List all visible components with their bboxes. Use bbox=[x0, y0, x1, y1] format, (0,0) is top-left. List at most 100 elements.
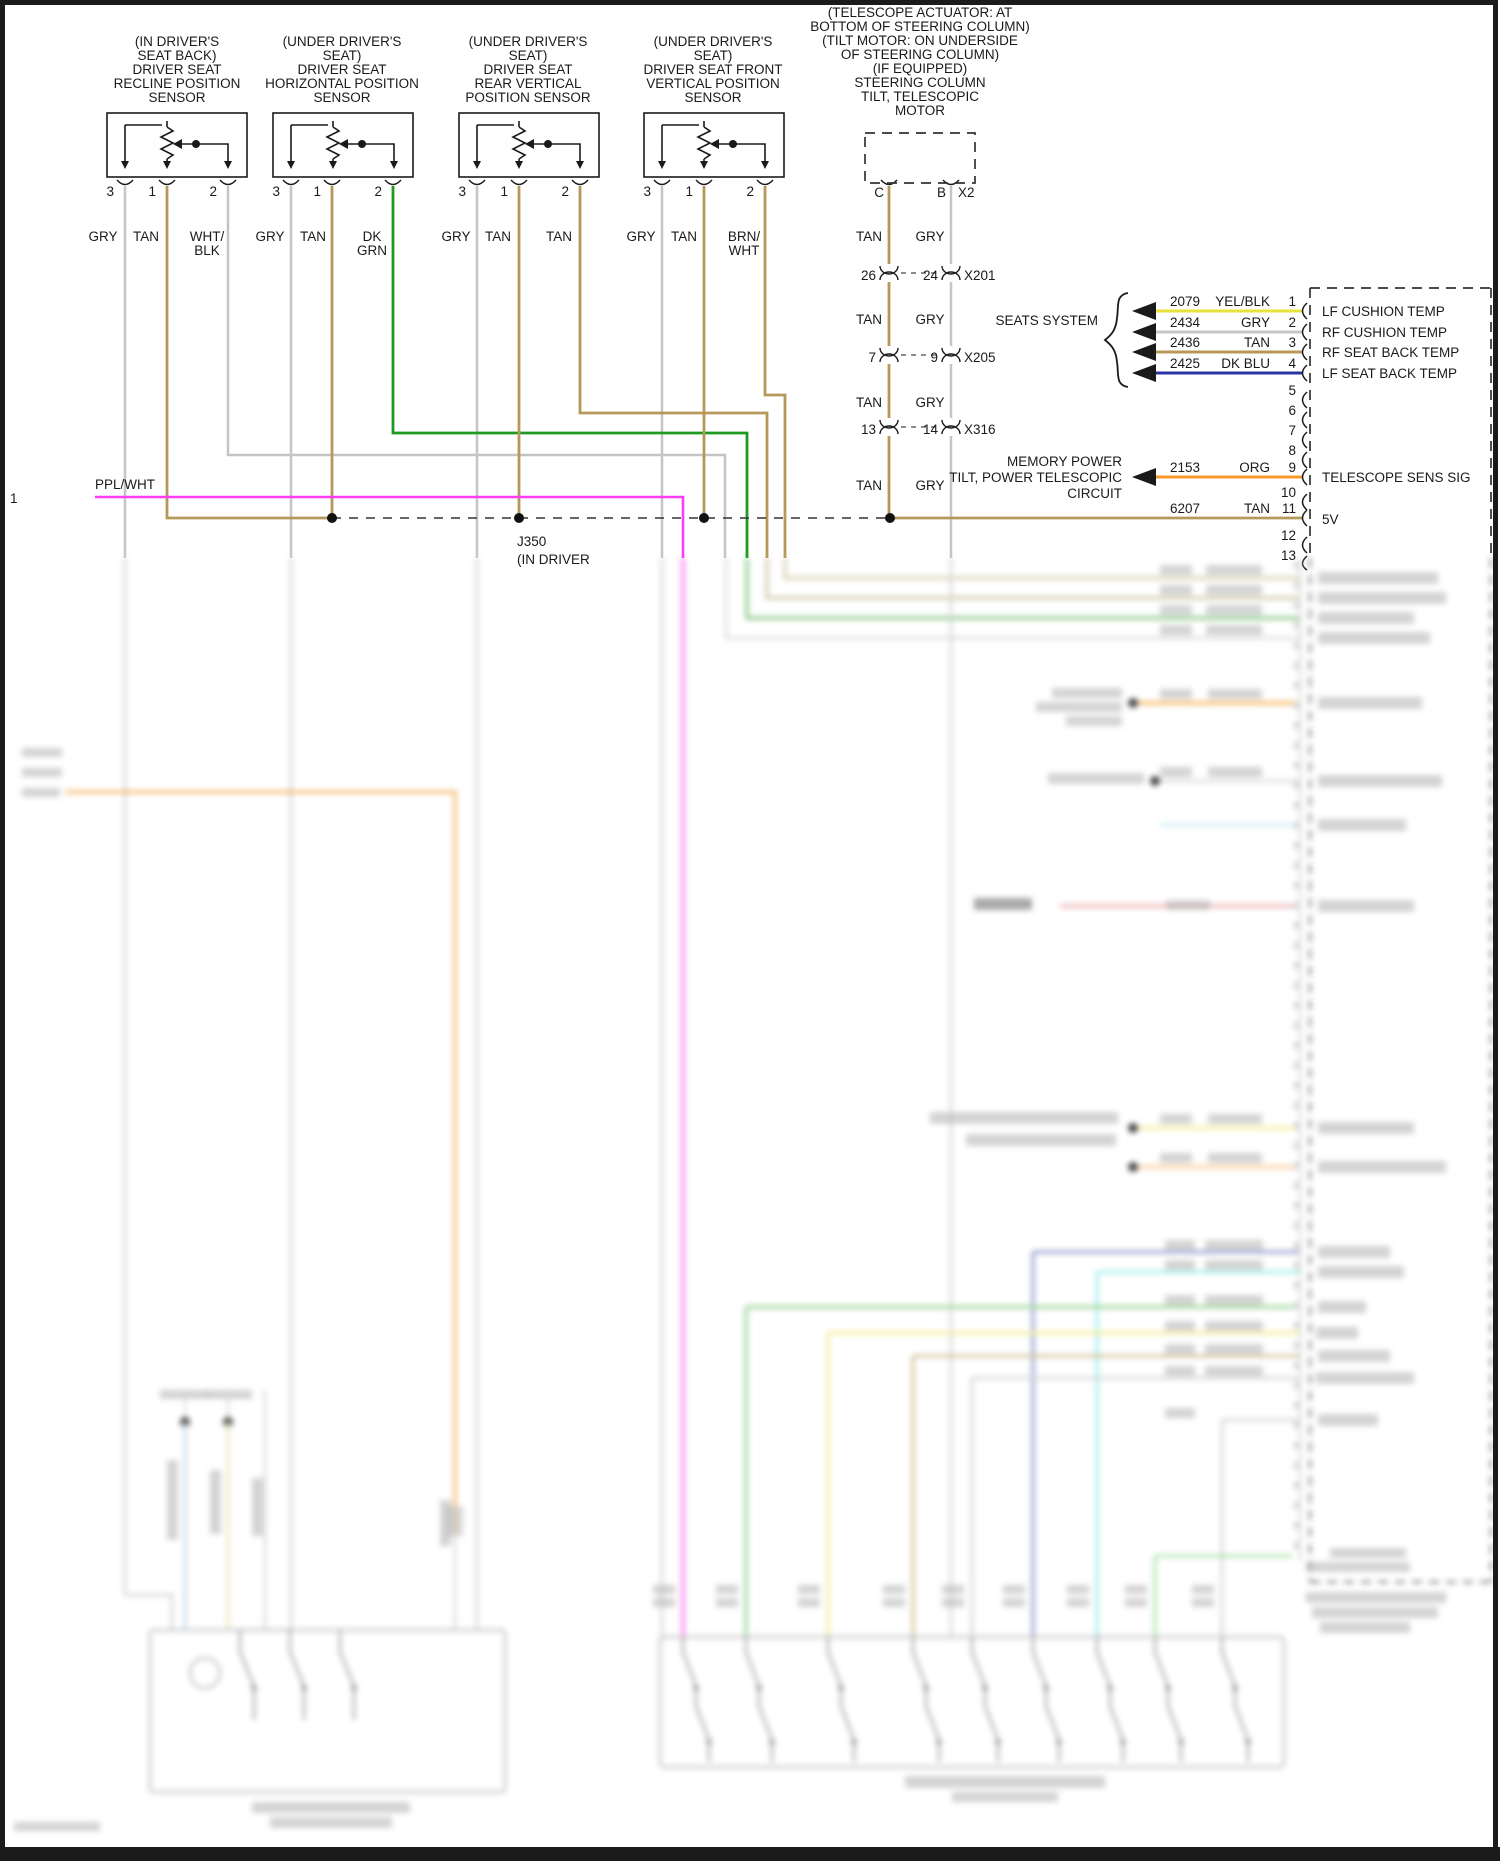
circuit-number: 6207 bbox=[1170, 501, 1200, 516]
wire-color-label: BRN/ bbox=[728, 229, 761, 244]
arrow-left-icon bbox=[1132, 343, 1156, 361]
connector-pin: 24 bbox=[923, 268, 939, 283]
wire-color-label: TAN bbox=[856, 478, 882, 493]
splice-dot-icon bbox=[885, 513, 895, 523]
seats-system-group: SEATS SYSTEM 2079 YEL/BLK 1 2434 GRY 2 2… bbox=[949, 292, 1296, 563]
tilt-pin-c: C bbox=[874, 185, 884, 200]
wire-color-label: GRY bbox=[441, 229, 470, 244]
circuit-number: 2425 bbox=[1170, 356, 1200, 371]
sensor-title: (UNDER DRIVER'S bbox=[469, 34, 588, 49]
sensor-titles: (IN DRIVER'S SEAT BACK) DRIVER SEAT RECL… bbox=[114, 34, 783, 105]
pin-number: 2 bbox=[746, 184, 754, 199]
module-pin: 3 bbox=[1288, 335, 1296, 350]
sensor-title: DRIVER SEAT bbox=[132, 62, 221, 77]
memory-power-label: MEMORY POWER bbox=[1007, 454, 1122, 469]
arrow-left-icon bbox=[1132, 302, 1156, 320]
pin-number: 3 bbox=[643, 184, 651, 199]
circuit-number: 2153 bbox=[1170, 460, 1200, 475]
wire-color-label: DK bbox=[363, 229, 382, 244]
memory-power-label: TILT, POWER TELESCOPIC bbox=[949, 470, 1122, 485]
module-connector: LF CUSHION TEMP RF CUSHION TEMP RF SEAT … bbox=[1301, 287, 1492, 571]
tilt-title-line: (TELESCOPE ACTUATOR: AT bbox=[828, 5, 1013, 20]
arrow-left-icon bbox=[1132, 364, 1156, 382]
sensor-title: SENSOR bbox=[313, 90, 370, 105]
sensor-title: REAR VERTICAL bbox=[474, 76, 582, 91]
wire-color-label: TAN bbox=[485, 229, 511, 244]
circuit-color: TAN bbox=[1244, 335, 1270, 350]
sensor-pin-numbers: 3 1 2 3 1 2 3 1 2 3 1 2 bbox=[106, 184, 754, 199]
tilt-title-line: STEERING COLUMN bbox=[854, 75, 985, 90]
wire-brn-wht bbox=[763, 186, 787, 558]
sensor-title: POSITION SENSOR bbox=[465, 90, 591, 105]
blurred-row-labels bbox=[930, 565, 1446, 1633]
pin-function: LF SEAT BACK TEMP bbox=[1322, 366, 1457, 381]
module-pin: 6 bbox=[1288, 403, 1296, 418]
ppl-wht-label: PPL/WHT bbox=[95, 477, 155, 492]
blurred-vertical-wires bbox=[123, 558, 1300, 1637]
tilt-pin-b: B bbox=[937, 185, 946, 200]
circuit-labels: 2079 YEL/BLK 1 2434 GRY 2 2436 TAN 3 242… bbox=[949, 294, 1296, 563]
wire-color-label: GRY bbox=[88, 229, 117, 244]
memory-power-label: CIRCUIT bbox=[1067, 486, 1122, 501]
pin-function: 5V bbox=[1322, 512, 1339, 527]
sensor-title: SEAT) bbox=[509, 48, 548, 63]
page-border-bottom bbox=[0, 1847, 1500, 1861]
tilt-title-line: MOTOR bbox=[895, 103, 945, 118]
pin-number: 1 bbox=[148, 184, 156, 199]
connector-pin: 26 bbox=[861, 268, 876, 283]
sensor-blocks: (IN DRIVER'S SEAT BACK) DRIVER SEAT RECL… bbox=[88, 34, 960, 258]
circuit-number: 2434 bbox=[1170, 315, 1201, 330]
sensor-title: DRIVER SEAT bbox=[483, 62, 572, 77]
wire-color-label: TAN bbox=[133, 229, 159, 244]
wire-color-label: WHT/ bbox=[190, 229, 225, 244]
blurred-memory-switch-box bbox=[148, 1628, 507, 1828]
circuit-number: 2079 bbox=[1170, 294, 1200, 309]
sensor-wire-color-labels: GRY TAN WHT/ BLK GRY TAN DK GRN GRY TAN … bbox=[88, 229, 760, 258]
connector-name: X316 bbox=[964, 422, 996, 437]
pin-number: 2 bbox=[561, 184, 569, 199]
module-pin: 5 bbox=[1288, 383, 1296, 398]
tilt-title-line: TILT, TELESCOPIC bbox=[861, 89, 979, 104]
module-pin: 4 bbox=[1288, 356, 1296, 371]
tilt-wire-color-labels: TAN GRY TAN GRY TAN GRY TAN GRY bbox=[856, 229, 945, 493]
pin-number: 1 bbox=[313, 184, 321, 199]
connector-name: X201 bbox=[964, 268, 996, 283]
module-pin: 12 bbox=[1281, 528, 1296, 543]
tilt-motor-box bbox=[864, 132, 976, 184]
module-pin: 7 bbox=[1288, 423, 1296, 438]
module-pin: 9 bbox=[1288, 460, 1296, 475]
connector-pin: 13 bbox=[861, 422, 876, 437]
blurred-lower-diagram bbox=[14, 558, 1492, 1831]
blurred-module-column bbox=[1293, 558, 1492, 1583]
tilt-title-line: OF STEERING COLUMN) bbox=[841, 47, 999, 62]
module-pin: 13 bbox=[1281, 548, 1296, 563]
sensor-pin-connector-arcs bbox=[116, 179, 960, 186]
arrow-left-icon bbox=[1132, 323, 1156, 341]
wire-color-label: GRY bbox=[626, 229, 655, 244]
pin-number: 1 bbox=[500, 184, 508, 199]
pin-number: 1 bbox=[685, 184, 693, 199]
module-pin: 2 bbox=[1288, 315, 1296, 330]
connector-pin: 9 bbox=[930, 350, 938, 365]
wire-color-label: TAN bbox=[300, 229, 326, 244]
wires-sharp bbox=[95, 186, 1302, 558]
sensor-title: SEAT BACK) bbox=[137, 48, 216, 63]
blurred-adjuster-switch-box bbox=[653, 1585, 1286, 1802]
sensor-title: SENSOR bbox=[684, 90, 741, 105]
wire-tan-recline bbox=[165, 186, 331, 520]
potentiometer-icons bbox=[106, 112, 785, 178]
blurred-footer-note bbox=[14, 1822, 100, 1831]
module-pin-functions: LF CUSHION TEMP RF CUSHION TEMP RF SEAT … bbox=[1322, 304, 1471, 527]
pin-function: RF SEAT BACK TEMP bbox=[1322, 345, 1459, 360]
pin-number: 3 bbox=[272, 184, 280, 199]
wire-color-label: GRN bbox=[357, 243, 387, 258]
wire-color-label: TAN bbox=[671, 229, 697, 244]
wire-color-label: GRY bbox=[915, 229, 944, 244]
sensor-title: (UNDER DRIVER'S bbox=[654, 34, 773, 49]
circuit-color: DK BLU bbox=[1221, 356, 1270, 371]
pin-number: 3 bbox=[106, 184, 114, 199]
sensor-title: RECLINE POSITION bbox=[114, 76, 241, 91]
seats-system-label: SEATS SYSTEM bbox=[995, 313, 1098, 328]
splice-name: J350 bbox=[517, 534, 546, 549]
